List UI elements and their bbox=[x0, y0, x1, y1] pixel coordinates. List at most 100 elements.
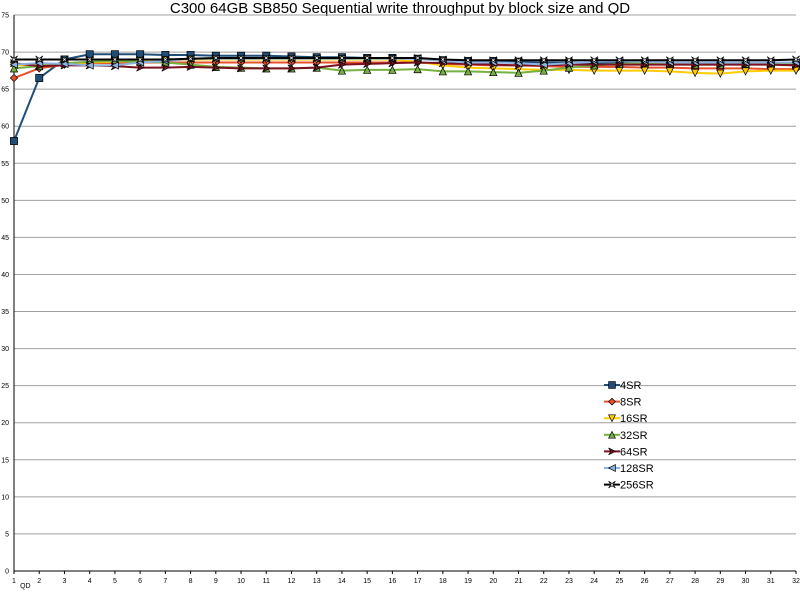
data-point bbox=[237, 64, 246, 73]
data-point bbox=[211, 54, 220, 62]
y-tick-label: 15 bbox=[1, 457, 9, 464]
y-tick-label: 25 bbox=[1, 383, 9, 390]
y-tick-label: 10 bbox=[1, 494, 9, 501]
x-tick-labels: 1 2 3 4 5 6 7 8 9 10 11 12 13 14 15 16 17 18 19 20 21 22 23 24 2… bbox=[12, 578, 800, 590]
legend-marker bbox=[607, 464, 616, 472]
y-tick-label: 65 bbox=[1, 87, 9, 94]
data-point bbox=[514, 68, 523, 77]
data-point bbox=[691, 56, 699, 65]
legend-marker bbox=[608, 480, 616, 489]
x-tick-label: 2 bbox=[37, 578, 41, 585]
data-point bbox=[262, 54, 271, 62]
x-tick-label: 3 bbox=[62, 578, 66, 585]
x-axis-label: QD bbox=[20, 583, 31, 590]
x-tick-label: 1 bbox=[12, 578, 16, 585]
y-tick-label: 0 bbox=[5, 569, 9, 576]
legend-label: 8SR bbox=[620, 397, 641, 409]
x-tick-label: 18 bbox=[439, 578, 447, 585]
legend-item: 64SR bbox=[604, 446, 648, 458]
data-point bbox=[9, 63, 19, 73]
data-point bbox=[565, 56, 573, 65]
y-tick-label: 55 bbox=[1, 161, 9, 168]
data-point bbox=[237, 54, 245, 62]
data-point bbox=[665, 67, 675, 76]
data-point bbox=[489, 56, 498, 65]
legend-marker bbox=[608, 447, 617, 456]
legend-item: 32SR bbox=[604, 430, 648, 442]
x-tick-label: 28 bbox=[691, 578, 699, 585]
legend-marker bbox=[608, 414, 616, 423]
y-tick-label: 45 bbox=[1, 235, 9, 242]
data-point bbox=[60, 55, 69, 64]
y-tick-label: 75 bbox=[1, 13, 9, 20]
series-line bbox=[14, 56, 797, 62]
data-point bbox=[413, 64, 422, 74]
x-tick-label: 16 bbox=[388, 578, 396, 585]
data-point bbox=[338, 60, 347, 69]
data-point bbox=[161, 55, 170, 64]
data-point bbox=[85, 55, 94, 64]
data-point bbox=[186, 54, 195, 63]
x-tick-label: 22 bbox=[540, 578, 548, 585]
x-tick-label: 24 bbox=[590, 578, 598, 585]
y-tick-label: 30 bbox=[1, 346, 9, 353]
legend-marker bbox=[608, 397, 616, 406]
y-tick-label: 35 bbox=[1, 309, 9, 316]
legend-label: 16SR bbox=[620, 413, 648, 425]
x-tick-label: 19 bbox=[464, 578, 472, 585]
data-point bbox=[489, 67, 498, 77]
legend-label: 32SR bbox=[620, 430, 648, 442]
legend-item: 128SR bbox=[604, 463, 654, 475]
x-tick-label: 26 bbox=[641, 578, 649, 585]
data-point bbox=[741, 56, 750, 65]
data-point bbox=[388, 54, 397, 62]
legend-label: 256SR bbox=[620, 480, 654, 492]
grid-lines bbox=[14, 14, 796, 572]
data-point bbox=[312, 63, 322, 72]
series-256SR bbox=[10, 54, 800, 65]
x-tick-label: 8 bbox=[189, 578, 193, 585]
data-point bbox=[690, 68, 700, 78]
x-tick-label: 15 bbox=[363, 578, 371, 585]
data-point bbox=[262, 64, 271, 73]
legend-item: 4SR bbox=[604, 380, 641, 392]
data-point bbox=[363, 60, 372, 68]
chart-title: C300 64GB SB850 Sequential write through… bbox=[169, 0, 631, 17]
data-point bbox=[716, 69, 725, 78]
x-tick-label: 12 bbox=[288, 578, 296, 585]
data-point bbox=[111, 55, 119, 64]
data-point bbox=[615, 56, 624, 65]
y-tick-label: 60 bbox=[1, 124, 9, 131]
data-point bbox=[388, 59, 397, 68]
data-point bbox=[337, 66, 347, 75]
data-point bbox=[640, 56, 649, 65]
x-tick-label: 6 bbox=[138, 578, 142, 585]
legend-item: 8SR bbox=[604, 397, 641, 409]
data-point bbox=[9, 60, 18, 69]
data-point bbox=[35, 74, 44, 82]
x-tick-label: 13 bbox=[313, 578, 321, 585]
legend-marker bbox=[608, 381, 616, 389]
y-tick-label: 40 bbox=[1, 272, 9, 279]
data-point bbox=[362, 65, 372, 74]
data-point bbox=[665, 56, 674, 65]
legend-label: 64SR bbox=[620, 446, 648, 458]
axes bbox=[13, 15, 797, 574]
x-tick-label: 10 bbox=[237, 578, 245, 585]
data-point bbox=[287, 64, 296, 73]
data-point bbox=[766, 56, 775, 65]
data-point bbox=[211, 63, 221, 72]
data-point bbox=[388, 65, 397, 74]
data-point bbox=[10, 137, 18, 145]
data-point bbox=[590, 56, 599, 65]
data-point bbox=[413, 54, 422, 62]
data-point bbox=[136, 63, 145, 72]
data-point bbox=[136, 55, 145, 64]
data-point bbox=[463, 66, 473, 76]
data-point bbox=[35, 55, 44, 64]
data-point bbox=[438, 55, 447, 64]
y-tick-label: 50 bbox=[1, 198, 9, 205]
data-point bbox=[539, 56, 548, 65]
x-tick-label: 11 bbox=[263, 578, 270, 585]
